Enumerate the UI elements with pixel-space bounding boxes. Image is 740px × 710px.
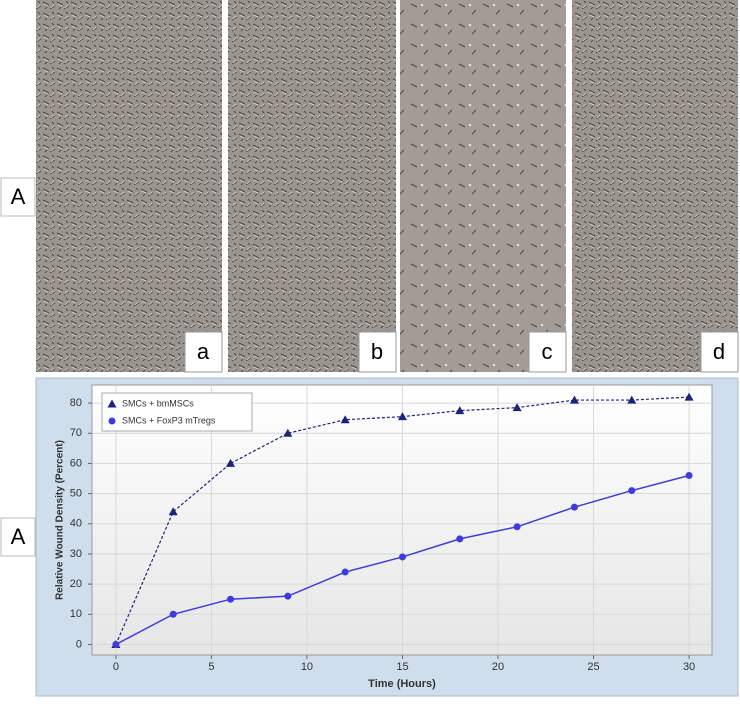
row-label: A bbox=[11, 184, 26, 209]
marker bbox=[227, 595, 235, 603]
y-tick-label: 30 bbox=[70, 548, 82, 560]
label-box bbox=[528, 331, 567, 373]
x-tick-label: 5 bbox=[208, 661, 214, 673]
marker bbox=[628, 487, 636, 495]
x-tick-label: 10 bbox=[301, 661, 313, 673]
legend-label: SMCs + bmMSCs bbox=[122, 398, 194, 408]
micrograph bbox=[400, 0, 566, 372]
micrographs: a b c d A bbox=[0, 0, 739, 373]
x-tick-label: 25 bbox=[587, 661, 599, 673]
panel-label: c bbox=[542, 339, 553, 364]
legend-label: SMCs + FoxP3 mTregs bbox=[122, 415, 216, 425]
marker bbox=[455, 406, 465, 415]
y-tick-label: 70 bbox=[70, 427, 82, 439]
label-box bbox=[700, 331, 739, 373]
y-tick-label: 60 bbox=[70, 457, 82, 469]
micrograph bbox=[36, 0, 222, 372]
y-axis-label: Relative Wound Density (Percent) bbox=[55, 440, 66, 600]
marker bbox=[570, 503, 578, 511]
legend-box bbox=[101, 392, 253, 432]
marker bbox=[283, 428, 293, 437]
marker bbox=[456, 535, 464, 543]
marker bbox=[684, 392, 694, 401]
marker bbox=[169, 610, 177, 618]
marker bbox=[284, 592, 292, 600]
marker bbox=[226, 458, 236, 467]
x-tick-label: 0 bbox=[113, 661, 119, 673]
marker bbox=[112, 640, 120, 648]
micrograph bbox=[228, 0, 396, 372]
chart: 0 10 20 30 40 50 60 70 80 0 5 10 15 20 25 30 Time (Hours… bbox=[55, 385, 712, 690]
marker bbox=[513, 523, 521, 531]
y-tick-label: 10 bbox=[70, 608, 82, 620]
marker bbox=[340, 415, 350, 424]
micrograph bbox=[572, 0, 738, 372]
label-box bbox=[184, 331, 223, 373]
marker bbox=[398, 553, 406, 561]
y-tick-label: 0 bbox=[76, 638, 82, 650]
panel-label: a bbox=[197, 339, 210, 364]
x-tick-label: 15 bbox=[396, 661, 408, 673]
marker bbox=[341, 568, 349, 576]
marker bbox=[569, 395, 579, 404]
label-box bbox=[0, 517, 36, 557]
label-box bbox=[358, 331, 397, 373]
marker bbox=[627, 395, 637, 404]
label-box bbox=[0, 177, 36, 217]
row-label: A bbox=[11, 524, 26, 549]
marker bbox=[685, 472, 693, 480]
marker bbox=[108, 417, 116, 425]
marker bbox=[107, 399, 117, 408]
y-tick-label: 50 bbox=[70, 488, 82, 500]
panel-label: d bbox=[713, 339, 725, 364]
y-tick-label: 20 bbox=[70, 578, 82, 590]
x-tick-label: 30 bbox=[683, 661, 695, 673]
y-tick-label: 80 bbox=[70, 397, 82, 409]
panel-label: b bbox=[371, 339, 383, 364]
y-tick-label: 40 bbox=[70, 518, 82, 530]
x-axis-label: Time (Hours) bbox=[368, 678, 436, 690]
marker bbox=[512, 403, 522, 412]
marker bbox=[168, 507, 178, 516]
marker bbox=[397, 412, 407, 421]
x-tick-label: 20 bbox=[492, 661, 504, 673]
